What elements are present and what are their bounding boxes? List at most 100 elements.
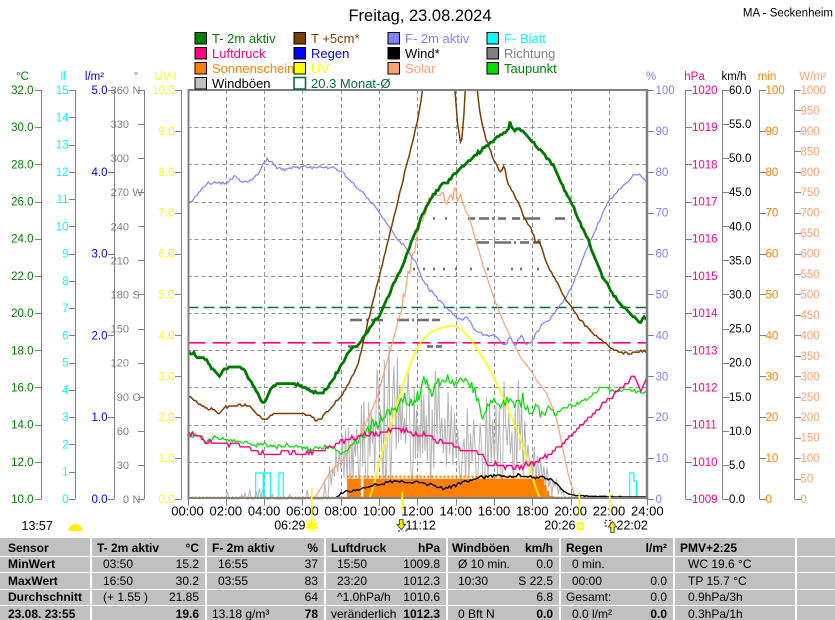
svg-text:150: 150 bbox=[111, 324, 129, 336]
svg-text:10.0: 10.0 bbox=[152, 85, 174, 97]
svg-text:min: min bbox=[758, 71, 777, 83]
svg-text:km/h: km/h bbox=[722, 71, 747, 83]
svg-text:12:00: 12:00 bbox=[401, 504, 434, 519]
svg-text:25.0: 25.0 bbox=[729, 324, 751, 336]
svg-text:4: 4 bbox=[62, 385, 69, 397]
svg-text:5.0: 5.0 bbox=[92, 85, 108, 97]
svg-text:10: 10 bbox=[766, 453, 779, 465]
svg-text:200: 200 bbox=[801, 412, 820, 424]
svg-text:T- 2m aktiv: T- 2m aktiv bbox=[212, 31, 276, 46]
svg-text:90: 90 bbox=[656, 126, 669, 138]
svg-text:O: O bbox=[133, 392, 142, 404]
svg-text:70: 70 bbox=[656, 208, 669, 220]
svg-text:Luftdruck: Luftdruck bbox=[212, 46, 266, 61]
svg-text:1000: 1000 bbox=[801, 85, 827, 97]
svg-text:N: N bbox=[133, 494, 141, 506]
svg-text:20.3 Monat-Ø: 20.3 Monat-Ø bbox=[311, 76, 391, 91]
svg-text:100: 100 bbox=[766, 85, 785, 97]
svg-text:°: ° bbox=[134, 71, 139, 83]
svg-text:11:12: 11:12 bbox=[406, 518, 436, 532]
svg-text:5.0: 5.0 bbox=[729, 460, 745, 472]
svg-text:50: 50 bbox=[766, 290, 779, 302]
svg-text:0: 0 bbox=[766, 494, 772, 506]
svg-text:T +5cm*: T +5cm* bbox=[311, 31, 360, 46]
svg-text:1.0: 1.0 bbox=[92, 412, 108, 424]
svg-text:16.0: 16.0 bbox=[11, 383, 33, 395]
svg-text:3.0: 3.0 bbox=[159, 371, 175, 383]
svg-text:Richtung: Richtung bbox=[504, 46, 555, 61]
svg-text:3: 3 bbox=[62, 412, 68, 424]
svg-text:240: 240 bbox=[111, 221, 129, 233]
svg-text:10: 10 bbox=[656, 453, 669, 465]
svg-text:UV-I: UV-I bbox=[154, 71, 176, 83]
svg-text:150: 150 bbox=[801, 433, 820, 445]
svg-text:1020: 1020 bbox=[692, 85, 718, 97]
svg-text:450: 450 bbox=[801, 310, 820, 322]
svg-text:9.0: 9.0 bbox=[159, 126, 175, 138]
svg-text:6: 6 bbox=[62, 330, 68, 342]
svg-text:55.0: 55.0 bbox=[729, 119, 751, 131]
svg-text:0.0: 0.0 bbox=[159, 494, 175, 506]
svg-text:28.0: 28.0 bbox=[11, 159, 33, 171]
svg-text:90: 90 bbox=[766, 126, 779, 138]
svg-text:F- Blatt: F- Blatt bbox=[504, 31, 546, 46]
svg-text:0.0: 0.0 bbox=[729, 494, 745, 506]
svg-text:18.0: 18.0 bbox=[11, 345, 33, 357]
svg-text:350: 350 bbox=[801, 351, 820, 363]
svg-text:30.0: 30.0 bbox=[729, 290, 751, 302]
svg-text:22.0: 22.0 bbox=[11, 271, 33, 283]
svg-text:40: 40 bbox=[766, 330, 779, 342]
svg-text:1017: 1017 bbox=[692, 197, 718, 209]
svg-text:Wind*: Wind* bbox=[405, 46, 440, 61]
svg-text:1011: 1011 bbox=[692, 420, 717, 432]
svg-text:13:57: 13:57 bbox=[22, 519, 53, 533]
svg-text:26.0: 26.0 bbox=[11, 197, 33, 209]
svg-text:210: 210 bbox=[111, 255, 129, 267]
svg-text:12: 12 bbox=[56, 167, 69, 179]
svg-text:20: 20 bbox=[656, 412, 669, 424]
svg-text:20:00: 20:00 bbox=[554, 504, 587, 519]
svg-text:100: 100 bbox=[801, 453, 820, 465]
svg-text:Regen: Regen bbox=[311, 46, 349, 61]
svg-text:700: 700 bbox=[801, 208, 820, 220]
svg-text:24.0: 24.0 bbox=[11, 234, 33, 246]
svg-text:3.0: 3.0 bbox=[92, 249, 108, 261]
svg-text:50: 50 bbox=[801, 474, 814, 486]
svg-text:1.0: 1.0 bbox=[159, 453, 175, 465]
svg-text:14.0: 14.0 bbox=[11, 420, 33, 432]
svg-text:F- 2m aktiv: F- 2m aktiv bbox=[405, 31, 470, 46]
svg-text:550: 550 bbox=[801, 269, 820, 281]
svg-text:MA - Seckenheim: MA - Seckenheim bbox=[743, 8, 833, 20]
svg-text:250: 250 bbox=[801, 392, 820, 404]
svg-text:4.0: 4.0 bbox=[92, 167, 108, 179]
svg-text:750: 750 bbox=[801, 187, 820, 199]
svg-text:12.0: 12.0 bbox=[11, 457, 33, 469]
svg-text:0.0: 0.0 bbox=[92, 494, 108, 506]
svg-text:W: W bbox=[133, 187, 144, 199]
svg-text:18:00: 18:00 bbox=[516, 504, 549, 519]
svg-text:30: 30 bbox=[766, 371, 779, 383]
svg-text:Solar: Solar bbox=[405, 61, 436, 76]
svg-text:22:00: 22:00 bbox=[593, 504, 626, 519]
svg-text:10: 10 bbox=[56, 221, 69, 233]
svg-text:100: 100 bbox=[656, 85, 675, 97]
svg-text:800: 800 bbox=[801, 167, 820, 179]
svg-text:Taupunkt: Taupunkt bbox=[504, 61, 557, 76]
svg-text:08:00: 08:00 bbox=[324, 504, 357, 519]
svg-text:hPa: hPa bbox=[684, 71, 705, 83]
svg-text:70: 70 bbox=[766, 208, 779, 220]
svg-text:50: 50 bbox=[656, 290, 669, 302]
svg-text:7: 7 bbox=[62, 303, 68, 315]
svg-text:20.0: 20.0 bbox=[11, 308, 33, 320]
svg-text:lf: lf bbox=[61, 71, 68, 83]
svg-text:10.0: 10.0 bbox=[11, 494, 33, 506]
svg-text:650: 650 bbox=[801, 228, 820, 240]
svg-text:120: 120 bbox=[111, 358, 129, 370]
svg-text:0: 0 bbox=[656, 494, 662, 506]
svg-text:20: 20 bbox=[766, 412, 779, 424]
svg-text:Sonnenschein: Sonnenschein bbox=[212, 61, 294, 76]
svg-text:60.0: 60.0 bbox=[729, 85, 751, 97]
svg-text:l/m²: l/m² bbox=[85, 71, 104, 83]
svg-text:15: 15 bbox=[56, 85, 69, 97]
svg-text:9: 9 bbox=[62, 249, 68, 261]
